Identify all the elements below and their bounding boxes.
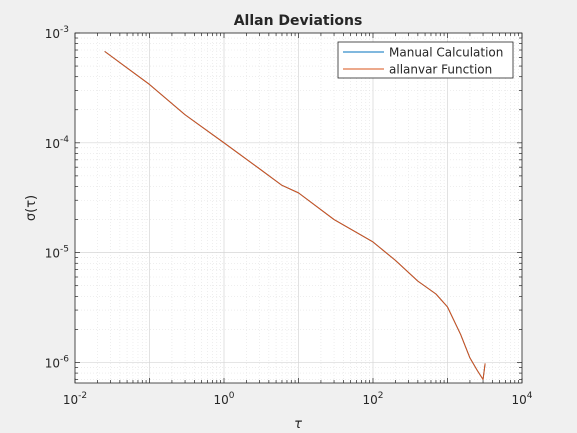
x-tick-label: 100 <box>213 391 234 407</box>
y-tick-label: 10-6 <box>45 354 70 370</box>
x-tick-label: 10-2 <box>63 391 87 407</box>
y-tick-label: 10-5 <box>45 245 69 261</box>
series-layer <box>104 50 486 380</box>
x-tick-label: 104 <box>511 391 532 407</box>
x-tick-label: 102 <box>362 391 383 407</box>
tick-labels: 10-2 100 102 104 10-3 10-4 10-5 10-6 <box>45 25 533 407</box>
legend: Manual Calculation allanvar Function <box>337 41 514 79</box>
legend-label-manual: Manual Calculation <box>389 46 503 60</box>
chart-title: Allan Deviations <box>234 13 363 29</box>
y-axis-label: σ(τ) <box>24 195 39 221</box>
y-tick-label: 10-4 <box>45 135 70 151</box>
legend-box <box>337 41 514 79</box>
tick-marks <box>74 32 523 383</box>
y-tick-label: 10-3 <box>45 25 69 41</box>
grid <box>74 32 523 383</box>
x-axis-label: τ <box>294 417 302 432</box>
legend-label-allanvar: allanvar Function <box>389 63 492 77</box>
series-line-allanvar-function <box>104 50 486 380</box>
